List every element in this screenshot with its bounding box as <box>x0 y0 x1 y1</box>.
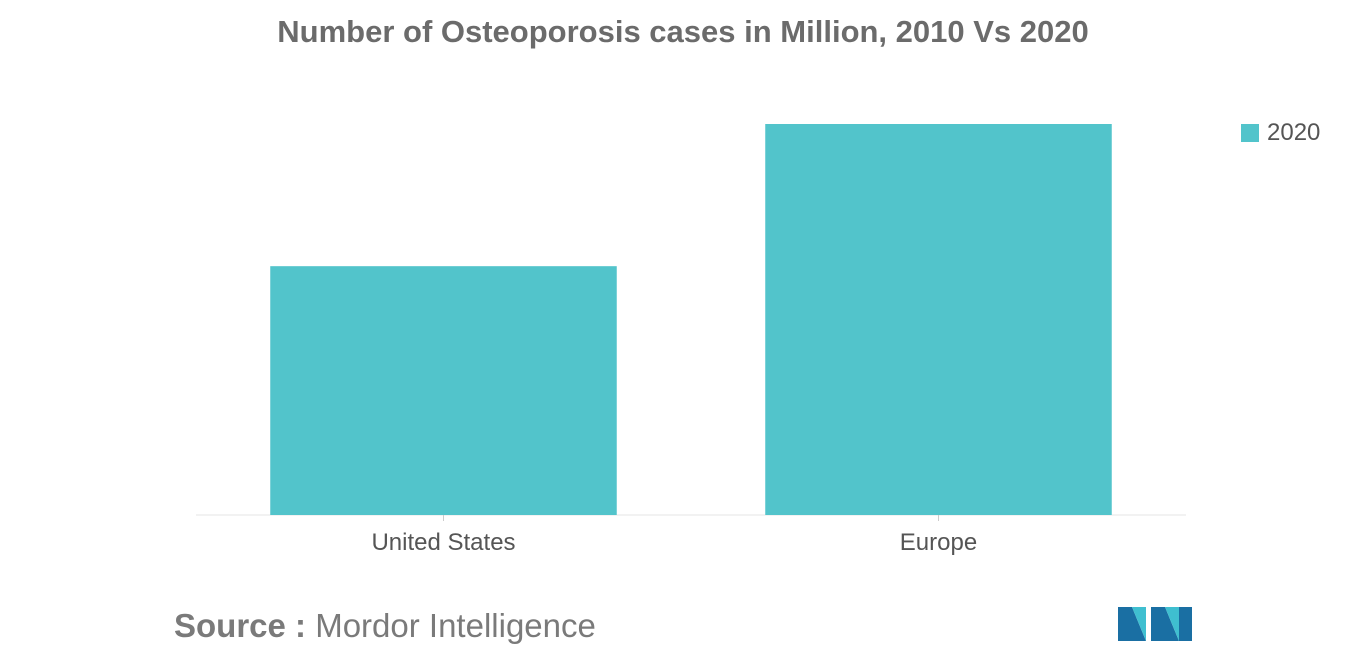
source-label: Source : <box>174 607 307 644</box>
mordor-intelligence-logo-icon <box>1118 607 1192 641</box>
bar-europe <box>765 124 1112 515</box>
source-text: Mordor Intelligence <box>315 607 596 644</box>
legend: 2020 <box>1241 119 1320 147</box>
bar-united-states <box>270 266 617 515</box>
x-tick-label: United States <box>371 529 515 556</box>
source-note: Source : Mordor Intelligence <box>174 607 596 645</box>
legend-label-2020: 2020 <box>1267 119 1321 146</box>
legend-swatch-2020 <box>1241 124 1259 142</box>
x-tick-label: Europe <box>900 529 977 556</box>
chart-title: Number of Osteoporosis cases in Million,… <box>277 14 1089 49</box>
